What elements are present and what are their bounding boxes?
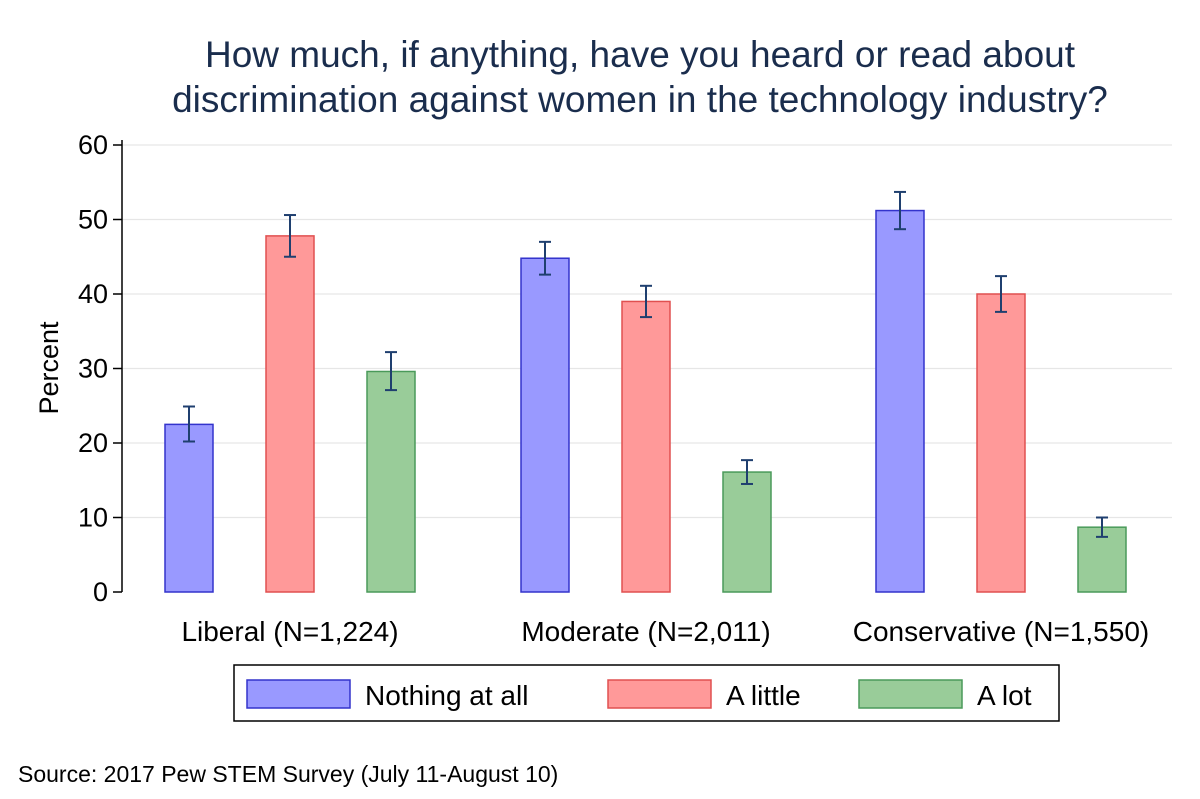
chart-title-line-2: discrimination against women in the tech… xyxy=(172,79,1108,120)
bar-a-little-2 xyxy=(621,300,671,593)
bar-nothing-at-all-3 xyxy=(875,209,925,593)
error-bar xyxy=(385,351,397,392)
bar-a-little-1 xyxy=(265,235,315,593)
legend: Nothing at all A little A lot xyxy=(246,679,1032,711)
y-tick-label: 50 xyxy=(78,205,108,235)
bars xyxy=(164,209,1127,593)
bar-a-lot-2 xyxy=(722,471,772,593)
legend-swatch-a-lot xyxy=(858,679,963,709)
error-bar xyxy=(741,459,753,485)
error-bar xyxy=(539,240,551,276)
bar-nothing-at-all-2 xyxy=(520,257,570,593)
error-bar xyxy=(640,284,652,319)
error-bars xyxy=(183,190,1108,538)
y-tick-label: 20 xyxy=(78,428,108,458)
chart-title-line-1: How much, if anything, have you heard or… xyxy=(205,34,1076,75)
bar-a-lot-3 xyxy=(1077,526,1127,593)
legend-swatch-a-little xyxy=(607,679,712,709)
x-category-label: Moderate (N=2,011) xyxy=(521,616,770,647)
y-tick-label: 0 xyxy=(93,577,108,607)
legend-label: A little xyxy=(726,680,801,711)
x-category-label: Liberal (N=1,224) xyxy=(181,616,398,647)
error-bar xyxy=(894,190,906,231)
x-category-labels: Liberal (N=1,224) Moderate (N=2,011) Conse… xyxy=(181,616,1149,647)
x-category-label: Conservative (N=1,550) xyxy=(853,616,1149,647)
y-axis-title: Percent xyxy=(34,321,64,415)
error-bar xyxy=(183,405,195,443)
source-note: Source: 2017 Pew STEM Survey (July 11-Au… xyxy=(18,761,558,787)
bar-a-lot-1 xyxy=(366,370,416,593)
bar-nothing-at-all-1 xyxy=(164,423,214,593)
y-ticks: 0 10 20 30 40 50 60 xyxy=(78,130,122,607)
error-bar xyxy=(1096,516,1108,538)
y-tick-label: 30 xyxy=(78,354,108,384)
y-tick-label: 40 xyxy=(78,279,108,309)
legend-label: A lot xyxy=(977,680,1032,711)
error-bar xyxy=(995,275,1007,313)
y-tick-label: 60 xyxy=(78,130,108,160)
error-bar xyxy=(284,214,296,258)
legend-swatch-nothing-at-all xyxy=(246,679,351,709)
y-tick-label: 10 xyxy=(78,503,108,533)
legend-label: Nothing at all xyxy=(365,680,528,711)
bar-a-little-3 xyxy=(976,293,1026,593)
